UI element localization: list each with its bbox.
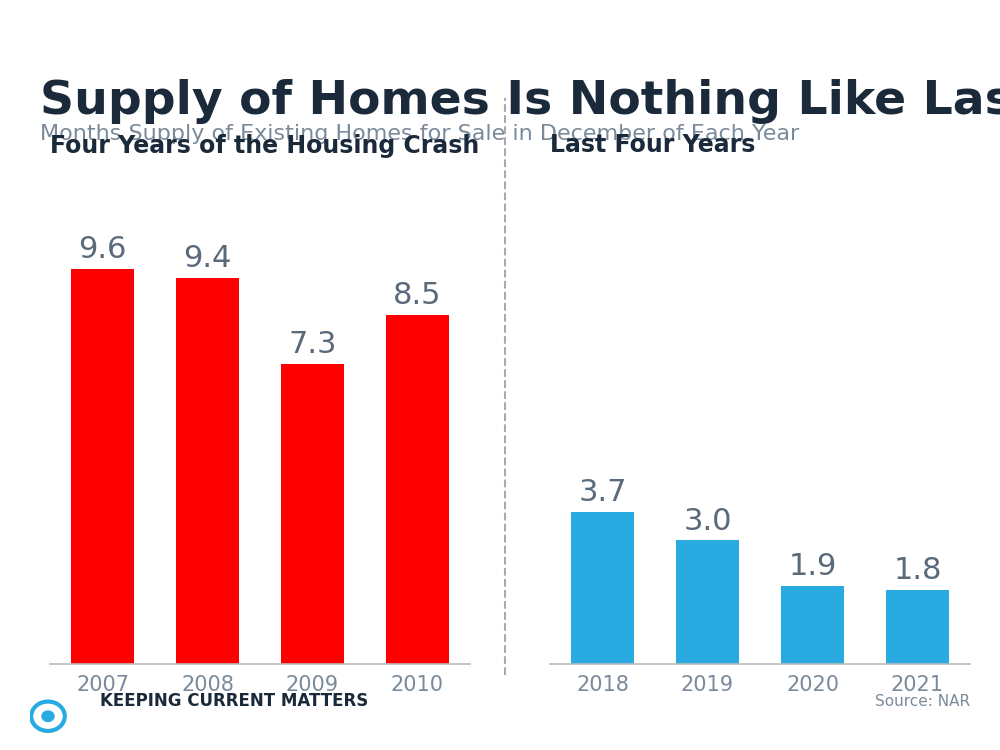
Text: 8.5: 8.5 (393, 280, 442, 310)
Text: 1.8: 1.8 (893, 556, 942, 585)
Text: KEEPING CURRENT MATTERS: KEEPING CURRENT MATTERS (100, 692, 368, 710)
Bar (781, 586, 844, 664)
Text: Source: NAR: Source: NAR (875, 694, 970, 709)
Bar (176, 278, 239, 664)
Bar (886, 590, 949, 664)
Text: 7.3: 7.3 (288, 330, 337, 359)
Bar (386, 314, 449, 664)
Text: Months Supply of Existing Homes for Sale in December of Each Year: Months Supply of Existing Homes for Sale… (40, 124, 799, 144)
Text: 1.9: 1.9 (788, 552, 837, 580)
Text: 9.4: 9.4 (183, 244, 232, 272)
Bar (71, 269, 134, 664)
Text: Supply of Homes Is Nothing Like Last Time: Supply of Homes Is Nothing Like Last Tim… (40, 79, 1000, 124)
Text: 3.0: 3.0 (683, 506, 732, 536)
Text: 9.6: 9.6 (78, 236, 127, 265)
Bar (676, 541, 739, 664)
Bar (281, 364, 344, 664)
Text: Four Years of the Housing Crash: Four Years of the Housing Crash (50, 134, 479, 158)
Bar (571, 512, 634, 664)
Circle shape (42, 711, 54, 722)
Text: Last Four Years: Last Four Years (550, 134, 755, 158)
Text: 3.7: 3.7 (578, 478, 627, 507)
